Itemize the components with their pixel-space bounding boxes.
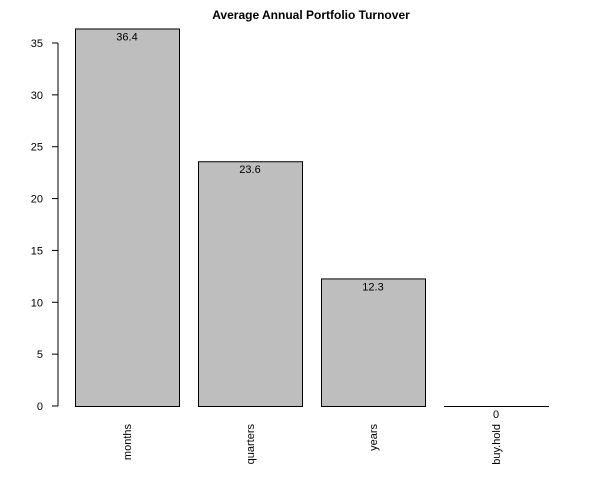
bar-months xyxy=(76,29,180,407)
x-category-label: years xyxy=(368,424,380,451)
chart-title: Average Annual Portfolio Turnover xyxy=(212,8,410,22)
data-label: 12.3 xyxy=(362,281,383,293)
y-tick-label: 20 xyxy=(31,194,43,206)
x-category-label: buy.hold xyxy=(491,424,503,465)
bars xyxy=(76,29,550,407)
y-tick-label: 15 xyxy=(31,245,43,257)
y-tick-label: 25 xyxy=(31,142,43,154)
data-label: 36.4 xyxy=(116,31,137,43)
data-label: 0 xyxy=(493,409,499,421)
data-label: 23.6 xyxy=(239,164,260,176)
y-tick-label: 0 xyxy=(37,401,43,413)
y-tick-label: 5 xyxy=(37,349,43,361)
bar-quarters xyxy=(199,162,303,407)
y-axis: 0 5 10 15 20 25 30 35 xyxy=(31,38,58,413)
x-axis-labels: months quarters years buy.hold xyxy=(122,424,503,465)
bar-years xyxy=(322,279,426,407)
y-tick-label: 10 xyxy=(31,297,43,309)
x-category-label: months xyxy=(122,424,134,461)
x-category-label: quarters xyxy=(245,424,257,465)
y-tick-label: 30 xyxy=(31,90,43,102)
y-tick-label: 35 xyxy=(31,38,43,50)
